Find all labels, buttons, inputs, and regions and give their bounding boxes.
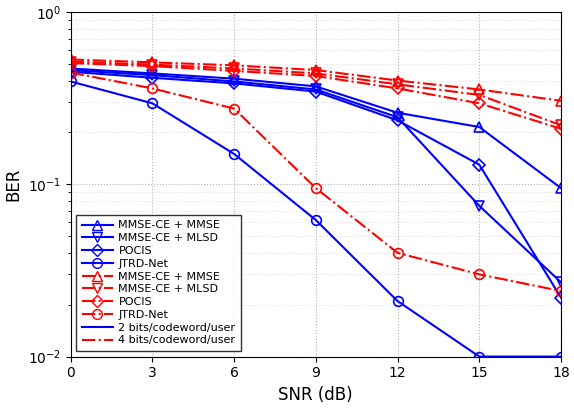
X-axis label: SNR (dB): SNR (dB) <box>278 386 353 404</box>
Y-axis label: BER: BER <box>4 168 22 201</box>
Legend: MMSE-CE + MMSE, MMSE-CE + MLSD, POCIS, JTRD-Net, MMSE-CE + MMSE, MMSE-CE + MLSD,: MMSE-CE + MMSE, MMSE-CE + MLSD, POCIS, J… <box>76 215 241 351</box>
